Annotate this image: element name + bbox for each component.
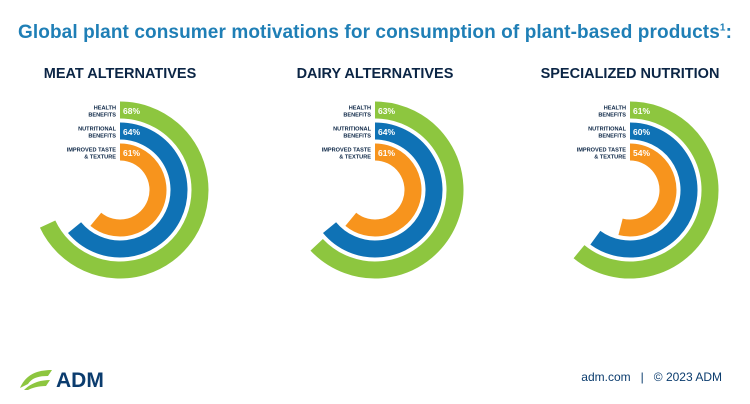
page-title: Global plant consumer motivations for co…: [0, 22, 750, 44]
footer-copyright: © 2023 ADM: [653, 370, 722, 384]
category-label-improved-taste-texture: IMPROVED TASTE & TEXTURE: [577, 148, 627, 161]
radial-chart-dairy-alternatives: 63% HEALTH BENEFITS 64% NUTRITIONAL BENEFITS 6…: [310, 101, 464, 279]
adm-logo: ADM: [18, 366, 128, 397]
arc-nutritional-benefits: [68, 122, 188, 258]
category-label-health-benefits: HEALTH BENEFITS: [598, 106, 626, 119]
value-label-improved-taste-texture: 61%: [378, 148, 395, 158]
chart-specialized-nutrition: SPECIALIZED NUTRITION 61% HEALTH BENEFITS 6…: [510, 62, 750, 292]
value-label-health-benefits: 63%: [378, 106, 395, 116]
radial-chart-specialized-nutrition: 61% HEALTH BENEFITS 60% NUTRITIONAL BENEFITS 5…: [573, 101, 719, 279]
value-label-improved-taste-texture: 61%: [123, 148, 140, 158]
title-suffix: :: [725, 22, 732, 43]
title-footnote: 1: [719, 22, 726, 34]
arc-health-benefits: [39, 101, 209, 279]
chart-title: SPECIALIZED NUTRITION: [540, 66, 720, 82]
leaf-logo-icon: [20, 370, 52, 390]
arc-health-benefits: [310, 101, 464, 279]
value-label-nutritional-benefits: 64%: [378, 127, 395, 137]
arc-improved-taste-texture: [345, 143, 422, 237]
arc-improved-taste-texture: [618, 143, 677, 237]
chart-title: DAIRY ALTERNATIVES: [296, 66, 454, 82]
category-label-nutritional-benefits: NUTRITIONAL BENEFITS: [333, 127, 371, 140]
category-label-nutritional-benefits: NUTRITIONAL BENEFITS: [78, 127, 116, 140]
chart-meat-alternatives: MEAT ALTERNATIVES 68% HEALTH BENEFITS 64% NU…: [0, 62, 240, 292]
arc-improved-taste-texture: [90, 143, 167, 237]
category-label-improved-taste-texture: IMPROVED TASTE & TEXTURE: [322, 148, 372, 161]
footer-separator: |: [640, 370, 644, 384]
chart-title: MEAT ALTERNATIVES: [43, 66, 197, 82]
category-label-health-benefits: HEALTH BENEFITS: [88, 106, 116, 119]
title-text: Global plant consumer motivations for co…: [17, 22, 720, 43]
chart-dairy-alternatives: DAIRY ALTERNATIVES 63% HEALTH BENEFITS 64% N…: [255, 62, 495, 292]
value-label-improved-taste-texture: 54%: [633, 148, 650, 158]
category-label-health-benefits: HEALTH BENEFITS: [343, 106, 371, 119]
logo-text: ADM: [56, 369, 104, 392]
value-label-nutritional-benefits: 64%: [123, 127, 140, 137]
category-label-improved-taste-texture: IMPROVED TASTE & TEXTURE: [67, 148, 117, 161]
arc-nutritional-benefits: [323, 122, 443, 258]
value-label-health-benefits: 61%: [633, 106, 650, 116]
footer-text: adm.com | © 2023 ADM: [581, 370, 722, 384]
value-label-nutritional-benefits: 60%: [633, 127, 650, 137]
arc-nutritional-benefits: [590, 122, 698, 258]
category-label-nutritional-benefits: NUTRITIONAL BENEFITS: [588, 127, 626, 140]
arc-health-benefits: [573, 101, 719, 279]
footer-site-link[interactable]: adm.com: [581, 370, 631, 384]
value-label-health-benefits: 68%: [123, 106, 140, 116]
radial-chart-meat-alternatives: 68% HEALTH BENEFITS 64% NUTRITIONAL BENEFITS 6…: [39, 101, 209, 279]
